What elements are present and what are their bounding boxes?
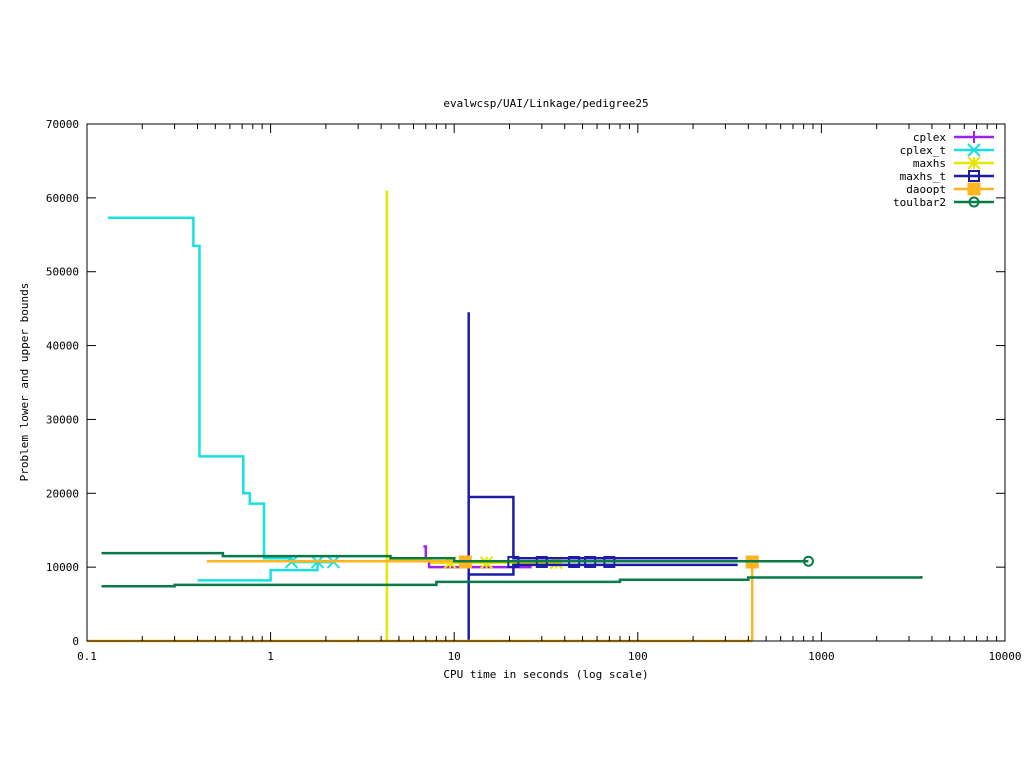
legend-label-cplex_t: cplex_t xyxy=(900,144,946,157)
legend-marker-daoopt xyxy=(967,182,981,196)
y-axis-label: Problem lower and upper bounds xyxy=(18,283,31,482)
series-line-toulbar2 xyxy=(101,576,923,588)
x-tick-label: 1000 xyxy=(808,650,835,663)
legend-label-maxhs_t: maxhs_t xyxy=(900,170,946,183)
y-tick-label: 0 xyxy=(72,635,79,648)
legend-label-daoopt: daoopt xyxy=(906,183,946,196)
series-daoopt xyxy=(87,555,759,643)
legend-label-cplex: cplex xyxy=(913,131,946,144)
legend-marker-toulbar2 xyxy=(968,196,980,208)
legend-marker-cplex_t xyxy=(967,143,981,157)
legend-label-maxhs: maxhs xyxy=(913,157,946,170)
y-tick-label: 20000 xyxy=(46,487,79,500)
legend-marker-maxhs xyxy=(967,156,981,170)
legend-marker-cplex xyxy=(968,131,980,143)
y-tick-label: 60000 xyxy=(46,192,79,205)
series-line-cplex_t xyxy=(197,560,334,582)
x-axis-label: CPU time in seconds (log scale) xyxy=(443,668,648,681)
plot-area xyxy=(87,190,923,643)
data-point-maxhs xyxy=(479,556,494,570)
chart-title: evalwcsp/UAI/Linkage/pedigree25 xyxy=(443,97,648,110)
x-tick-label: 10000 xyxy=(988,650,1021,663)
series-line-cplex_t xyxy=(107,216,334,564)
x-tick-label: 10 xyxy=(448,650,461,663)
series-line-daoopt xyxy=(206,559,754,641)
y-tick-label: 70000 xyxy=(46,118,79,131)
y-tick-label: 30000 xyxy=(46,413,79,426)
legend-label-toulbar2: toulbar2 xyxy=(893,196,946,209)
x-tick-label: 0.1 xyxy=(77,650,97,663)
x-tick-label: 100 xyxy=(628,650,648,663)
data-point-toulbar2 xyxy=(802,555,814,567)
data-point-maxhs xyxy=(443,556,457,570)
x-axis: 0.1 1 10 100 1000 10000 xyxy=(77,124,1022,663)
series-line-maxhs_t xyxy=(468,495,738,560)
series-cplex_t xyxy=(107,216,341,582)
y-axis: 0 10000 20000 30000 40000 50000 60000 70000 xyxy=(46,118,1005,648)
series-line-toulbar2 xyxy=(101,551,809,563)
plot-border xyxy=(86,123,1006,642)
y-tick-label: 40000 xyxy=(46,340,79,353)
y-tick-label: 10000 xyxy=(46,561,79,574)
y-tick-label: 50000 xyxy=(46,266,79,279)
data-point-maxhs xyxy=(549,556,564,570)
x-tick-label: 1 xyxy=(267,650,274,663)
series-line-maxhs_t xyxy=(468,563,738,576)
series-toulbar2 xyxy=(101,551,923,588)
series-maxhs_t xyxy=(467,312,738,641)
legend-marker-maxhs_t xyxy=(968,170,980,182)
